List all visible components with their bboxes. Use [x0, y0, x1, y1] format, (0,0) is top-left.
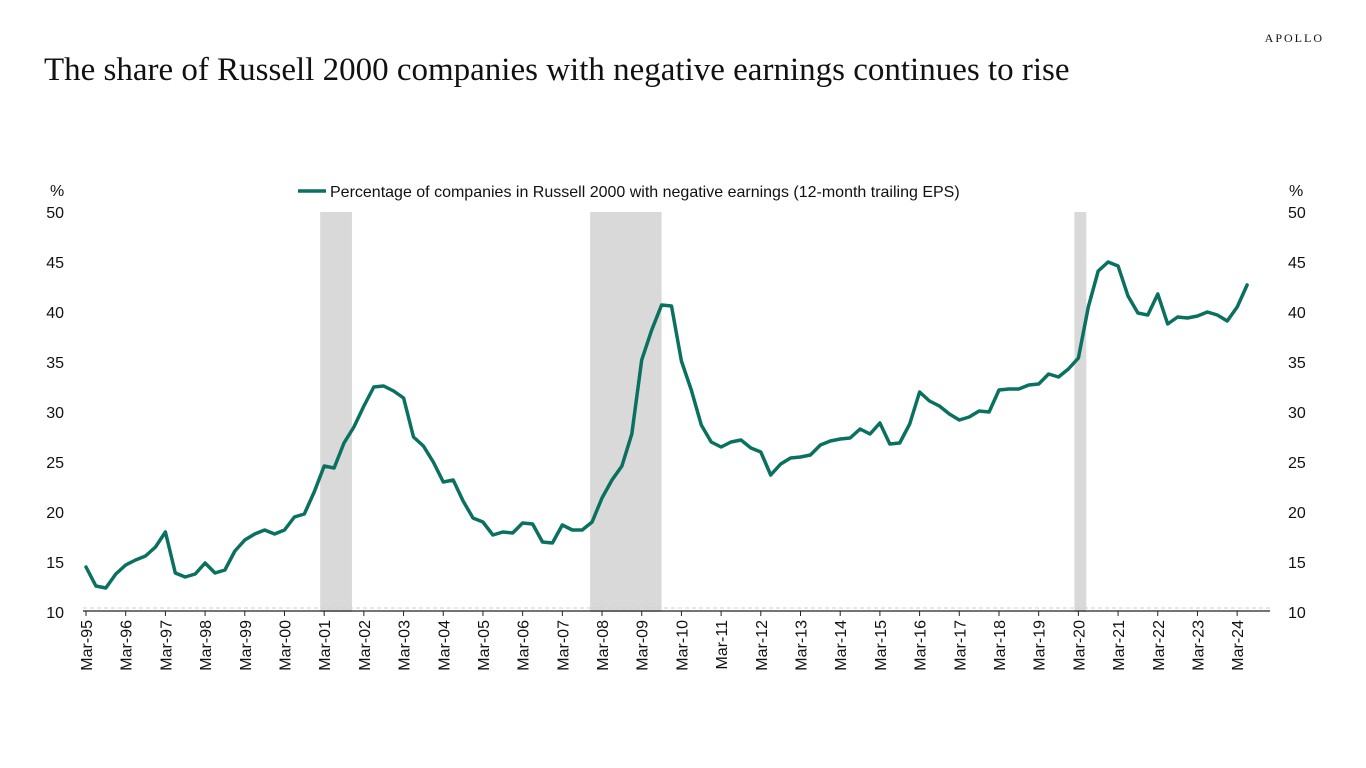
brand-logo: APOLLO: [1264, 31, 1324, 45]
x-tick-label: Mar-20: [1071, 620, 1088, 671]
x-tick-label: Mar-99: [238, 620, 255, 671]
x-tick-label: Mar-97: [158, 620, 175, 671]
recession-band-2: [590, 212, 662, 612]
series-line-1: [84, 260, 1249, 590]
x-tick-label: Mar-16: [913, 620, 930, 671]
x-tick-label: Mar-18: [992, 620, 1009, 671]
y-tick-right: 40: [1288, 305, 1306, 322]
legend-label: Percentage of companies in Russell 2000 …: [330, 184, 960, 201]
recession-band-1: [320, 212, 352, 612]
y-axis-ticks: 10 10 15 15 20 20 25 25 30 30 35 35 40 40 45 45 50 50: [46, 205, 1306, 622]
x-tick-label: Mar-19: [1032, 620, 1049, 671]
y-axis-unit-left: %: [50, 183, 64, 200]
y-tick-left: 20: [46, 505, 64, 522]
y-tick-left: 50: [46, 205, 64, 222]
x-tick-label: Mar-23: [1190, 620, 1207, 671]
x-tick-label: Mar-03: [397, 620, 414, 671]
x-axis-ticks: Mar-95 Mar-96 Mar-97 Mar-98 Mar-99 Mar-00 Mar-…: [79, 611, 1247, 671]
y-tick-right: 35: [1288, 355, 1306, 372]
x-tick-label: Mar-95: [79, 620, 96, 671]
legend: Percentage of companies in Russell 2000 …: [298, 184, 960, 201]
x-tick-label: Mar-08: [595, 620, 612, 671]
y-tick-right: 45: [1288, 255, 1306, 272]
x-tick-label: Mar-01: [317, 620, 334, 671]
x-tick-label: Mar-11: [714, 620, 731, 670]
y-tick-left: 45: [46, 255, 64, 272]
y-tick-right: 20: [1288, 505, 1306, 522]
series-layer: [84, 260, 1249, 590]
y-tick-left: 10: [46, 605, 64, 622]
x-tick-label: Mar-10: [674, 620, 691, 671]
x-tick-label: Mar-00: [277, 620, 294, 671]
x-tick-label: Mar-07: [555, 620, 572, 671]
x-tick-label: Mar-96: [119, 620, 136, 671]
x-tick-label: Mar-04: [436, 620, 453, 671]
x-tick-label: Mar-21: [1111, 620, 1128, 671]
y-tick-right: 10: [1288, 605, 1306, 622]
x-tick-label: Mar-24: [1230, 620, 1247, 671]
chart-title: The share of Russell 2000 companies with…: [44, 52, 1070, 88]
y-tick-right: 25: [1288, 455, 1306, 472]
x-tick-label: Mar-13: [794, 620, 811, 671]
recession-band-3: [1074, 212, 1087, 612]
y-axis-unit-right: %: [1289, 183, 1303, 200]
y-tick-left: 30: [46, 405, 64, 422]
x-tick-label: Mar-22: [1151, 620, 1168, 671]
y-tick-right: 30: [1288, 405, 1306, 422]
y-tick-right: 50: [1288, 205, 1306, 222]
x-tick-label: Mar-98: [198, 620, 215, 671]
x-tick-label: Mar-12: [754, 620, 771, 671]
recession-bands: [320, 212, 1087, 612]
x-tick-label: Mar-02: [357, 620, 374, 671]
x-tick-label: Mar-09: [635, 620, 652, 671]
x-tick-label: Mar-05: [476, 620, 493, 671]
y-tick-left: 35: [46, 355, 64, 372]
y-tick-left: 15: [46, 555, 64, 572]
x-tick-label: Mar-06: [516, 620, 533, 671]
y-tick-right: 15: [1288, 555, 1306, 572]
x-tick-label: Mar-17: [952, 620, 969, 671]
y-tick-left: 40: [46, 305, 64, 322]
x-tick-label: Mar-15: [873, 620, 890, 671]
x-tick-label: Mar-14: [833, 620, 850, 671]
y-tick-left: 25: [46, 455, 64, 472]
